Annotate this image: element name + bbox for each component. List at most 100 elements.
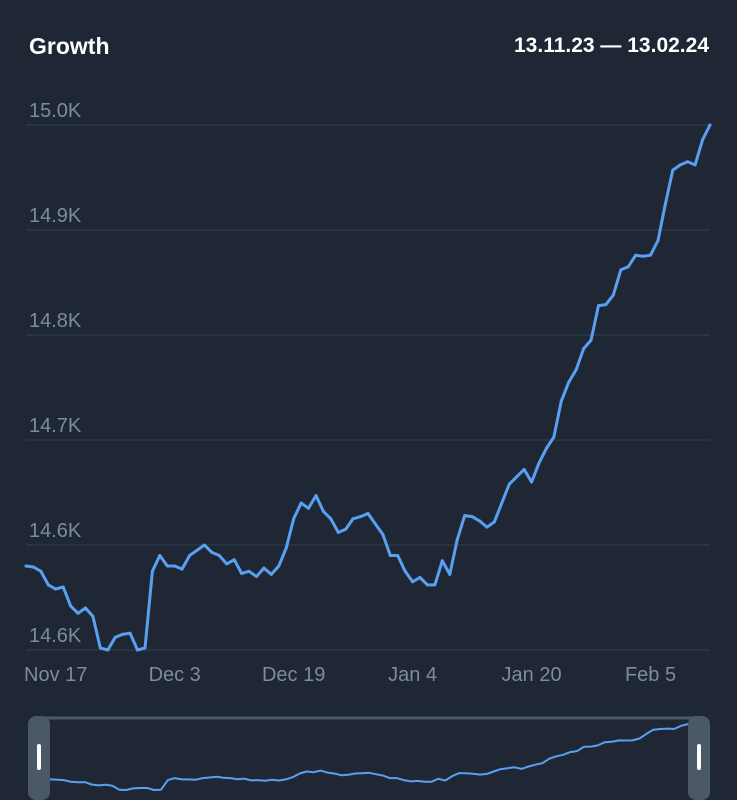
y-tick-label: 14.7K — [29, 415, 82, 437]
data-point — [403, 569, 407, 573]
date-range[interactable]: 13.11.23 — 13.02.24 — [514, 34, 709, 57]
data-point — [559, 399, 563, 403]
x-tick-label: Dec 19 — [262, 664, 325, 686]
data-point — [165, 564, 169, 568]
chart-title: Growth — [29, 33, 110, 59]
x-tick-label: Jan 20 — [502, 664, 562, 686]
data-point — [240, 571, 244, 575]
data-point — [373, 522, 377, 526]
x-tick-label: Dec 3 — [149, 664, 201, 686]
data-point — [686, 160, 690, 164]
data-point — [589, 338, 593, 342]
data-point — [396, 554, 400, 557]
data-point — [39, 569, 43, 573]
data-point — [98, 646, 102, 650]
data-point — [143, 646, 147, 650]
data-point — [292, 517, 296, 521]
series-line — [24, 123, 712, 652]
y-tick-label: 14.9K — [29, 205, 82, 227]
data-point — [626, 265, 630, 269]
data-point — [336, 530, 340, 534]
data-point — [611, 293, 615, 297]
data-point — [634, 253, 638, 257]
y-axis-ticks: 14.6K 14.6K 14.7K 14.8K 14.9K 15.0K — [29, 100, 82, 647]
data-point — [69, 604, 73, 608]
navigator-line — [49, 723, 689, 791]
data-point — [574, 368, 578, 372]
data-point — [433, 583, 437, 587]
y-tick-label: 14.6K — [29, 520, 82, 542]
data-point — [202, 543, 206, 547]
data-point — [136, 648, 139, 652]
data-point — [61, 585, 65, 589]
data-point — [314, 494, 318, 498]
data-point — [440, 559, 444, 563]
data-point — [463, 514, 467, 518]
x-tick-label: Feb 5 — [625, 664, 676, 686]
data-point — [269, 572, 273, 576]
data-point — [321, 509, 325, 513]
data-point — [418, 576, 422, 579]
data-point — [381, 533, 385, 536]
range-navigator[interactable] — [28, 716, 710, 800]
data-point — [158, 554, 162, 557]
data-point — [492, 520, 496, 524]
data-point — [567, 380, 571, 384]
data-point — [351, 517, 355, 521]
y-tick-label: 14.8K — [29, 310, 82, 332]
data-point — [195, 548, 199, 552]
data-points — [24, 123, 712, 652]
data-point — [210, 550, 214, 554]
data-point — [307, 506, 310, 510]
data-point — [180, 567, 184, 571]
data-point — [344, 527, 348, 531]
data-point — [537, 461, 541, 465]
data-point — [455, 538, 459, 542]
data-point — [76, 611, 80, 615]
data-point — [106, 648, 110, 652]
data-point — [641, 254, 645, 258]
data-point — [31, 565, 35, 569]
data-point — [530, 480, 534, 484]
data-point — [121, 632, 125, 636]
data-point — [500, 501, 504, 505]
data-point — [448, 572, 452, 576]
data-point — [663, 202, 667, 206]
data-point — [24, 564, 28, 568]
data-point — [649, 253, 652, 257]
data-point — [485, 525, 489, 529]
data-point — [128, 631, 132, 635]
navigator-right-grip — [697, 744, 701, 770]
data-point — [91, 614, 95, 618]
data-point — [299, 501, 303, 505]
data-point — [515, 475, 519, 479]
data-point — [426, 583, 429, 587]
data-point — [671, 168, 675, 172]
data-point — [217, 554, 221, 557]
data-point — [552, 435, 556, 439]
navigator-left-grip — [37, 744, 41, 770]
data-point — [84, 606, 87, 610]
data-point — [411, 580, 415, 584]
data-point — [678, 163, 682, 167]
data-point — [247, 569, 251, 573]
grid-lines — [26, 124, 710, 651]
data-point — [150, 569, 154, 573]
data-point — [701, 138, 705, 142]
data-point — [232, 558, 236, 562]
data-point — [507, 482, 511, 486]
data-point — [478, 519, 481, 523]
data-point — [225, 562, 229, 566]
x-axis-ticks: Nov 17 Dec 3 Dec 19 Jan 4 Jan 20 Feb 5 — [24, 664, 676, 686]
data-point — [470, 515, 474, 519]
data-point — [284, 546, 288, 550]
data-point — [329, 517, 333, 521]
data-point — [693, 163, 697, 167]
data-point — [388, 554, 392, 557]
data-point — [366, 512, 370, 515]
data-point — [46, 583, 50, 587]
y-tick-label: 15.0K — [29, 100, 82, 122]
data-point — [262, 566, 266, 570]
data-point — [619, 268, 623, 272]
data-point — [522, 467, 526, 471]
